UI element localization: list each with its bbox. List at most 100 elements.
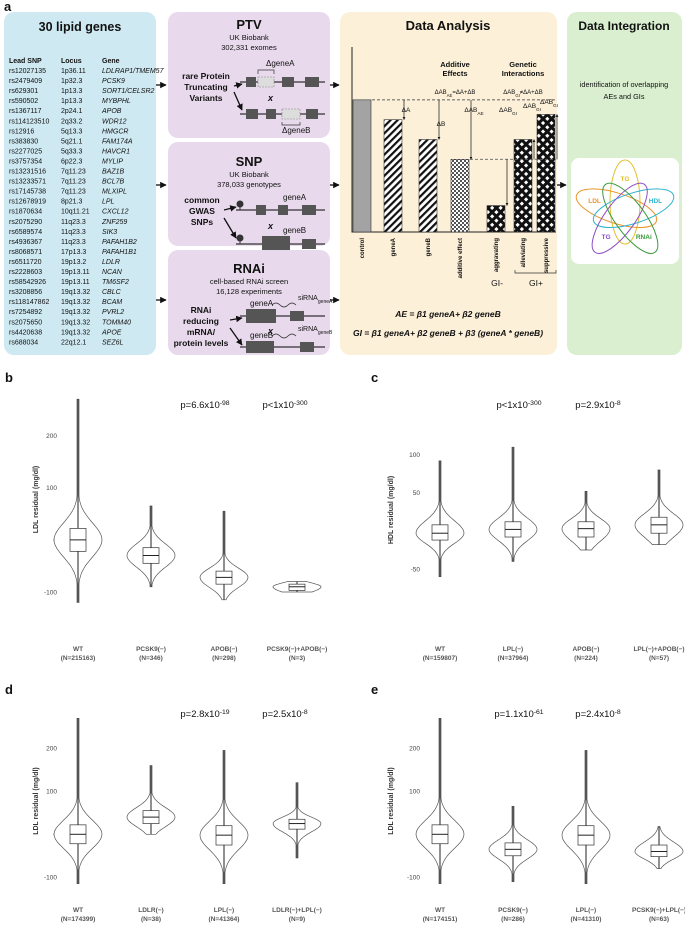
locus: 19q13.32 xyxy=(61,329,90,336)
locus: 1p13.3 xyxy=(61,98,83,105)
y-tick-label: -100 xyxy=(44,875,57,882)
gene: WDR12 xyxy=(102,118,127,125)
locus: 1p36.11 xyxy=(61,68,86,75)
p-value: p=6.6x10-98 xyxy=(180,400,229,412)
locus: 19q13.32 xyxy=(61,319,90,326)
lead-snp: rs12916 xyxy=(9,128,34,135)
locus: 7q11.23 xyxy=(61,189,86,196)
group-name: LDLR(−)+LPL(−) xyxy=(272,907,322,914)
locus: 2p24.1 xyxy=(61,108,83,115)
lead-snp: rs7254892 xyxy=(9,309,42,316)
gene: LDLRAP1/TMEM57 xyxy=(102,68,165,75)
y-tick-label: 200 xyxy=(46,746,57,753)
y-axis-label: LDL residual (mg/dl) xyxy=(388,767,395,835)
lead-snp: rs118147862 xyxy=(9,299,49,306)
y-tick-label: 100 xyxy=(46,789,57,796)
analysis-equation-main: ΔAB xyxy=(503,90,515,96)
gene: BAZ1B xyxy=(102,169,125,176)
panel-label: e xyxy=(371,682,378,697)
delta-label-sub: GI xyxy=(512,111,517,116)
y-tick-label: 200 xyxy=(46,433,57,440)
ptv-description: rare Protein xyxy=(182,71,230,81)
ptv-description: Variants xyxy=(189,93,222,103)
panel-label: b xyxy=(5,370,13,385)
snp-description: SNPs xyxy=(191,217,213,227)
bar-category: additive effect xyxy=(458,238,464,278)
venn-label: TG xyxy=(602,234,611,241)
analysis-equation: ΔABGI≠ΔA+ΔB xyxy=(503,90,542,98)
venn-set xyxy=(602,182,659,254)
cross: x xyxy=(267,326,274,336)
p-value-exp: -8 xyxy=(302,709,308,716)
p-value-main: p=2.4x10 xyxy=(575,709,614,720)
delta-label: ΔABAE xyxy=(464,107,483,116)
group-name: APOB(−) xyxy=(573,646,600,653)
lead-snp: rs3757354 xyxy=(9,158,42,165)
lead-snp: rs114123510 xyxy=(9,118,49,125)
box xyxy=(288,583,306,591)
gene-label: geneA xyxy=(283,193,307,202)
p-value-main: p<1x10 xyxy=(262,400,293,411)
gene: APOE xyxy=(101,329,122,336)
delta-label: ΔB xyxy=(437,121,446,128)
bar-category: geneB xyxy=(426,237,432,256)
analysis-equation-sub: GI xyxy=(515,93,520,98)
bar-category: suppressive xyxy=(544,237,550,273)
gene: HAVCR1 xyxy=(102,148,130,155)
bar-category: geneA xyxy=(391,237,397,256)
bar-category: alleviating xyxy=(521,238,527,268)
gene: SEZ6L xyxy=(102,339,124,346)
analysis-header: Additive xyxy=(440,60,470,69)
gene-diagrams xyxy=(223,69,325,353)
locus: 2q33.2 xyxy=(61,118,83,125)
p-value: p=2.9x10-8 xyxy=(575,400,621,412)
formula: AE = β1 geneA+ β2 geneB xyxy=(394,309,501,319)
group-n: (N=286) xyxy=(501,916,525,923)
locus: 19q13.32 xyxy=(61,299,90,306)
group-n: (N=38) xyxy=(141,916,161,923)
lead-snp: rs58542926 xyxy=(9,279,46,286)
integration-title: Data Integration xyxy=(578,19,669,33)
p-value-exp: -8 xyxy=(615,709,621,716)
gene: PAFAH1B2 xyxy=(102,239,137,246)
gene-label: geneA xyxy=(250,299,274,308)
locus: 6p22.3 xyxy=(61,158,83,165)
venn-label: LDL xyxy=(588,198,601,205)
group-name: LDLR(−) xyxy=(138,907,163,914)
locus: 11q23.3 xyxy=(61,229,86,236)
y-tick-label: 200 xyxy=(409,746,420,753)
lead-snp: rs1870634 xyxy=(9,209,42,216)
locus: 22q12.1 xyxy=(61,339,86,346)
locus: 19q13.32 xyxy=(61,309,90,316)
snp-source: UK Biobank xyxy=(229,170,269,179)
gene: SIK3 xyxy=(102,229,117,236)
gene: NCAN xyxy=(102,269,123,276)
lead-snp: rs2228603 xyxy=(9,269,42,276)
locus: 19p13.11 xyxy=(61,269,90,276)
gi-group: GI- xyxy=(491,278,503,288)
bar xyxy=(383,119,403,233)
gene: PAFAH1B1 xyxy=(102,249,137,256)
group-n: (N=37964) xyxy=(498,655,529,662)
ptv-size: 302,331 exomes xyxy=(221,43,277,52)
gene: CBLC xyxy=(102,289,122,296)
genes-header: Gene xyxy=(102,58,120,65)
p-value-exp: -300 xyxy=(528,400,542,407)
group-n: (N=57) xyxy=(649,655,669,662)
lead-snp: rs383830 xyxy=(9,138,38,145)
gi-bracket xyxy=(514,270,557,274)
delta-label: ΔA xyxy=(402,107,411,114)
group-n: (N=41364) xyxy=(209,916,240,923)
gene: MYLIP xyxy=(102,158,123,165)
rnai-description: protein levels xyxy=(174,338,229,348)
sirna-label-main: siRNA xyxy=(298,326,318,333)
group-n: (N=3) xyxy=(289,655,305,662)
y-tick-label: -100 xyxy=(44,589,57,596)
snp-title: SNP xyxy=(236,154,263,169)
group-n: (N=346) xyxy=(139,655,163,662)
p-value-main: p<1x10 xyxy=(496,400,527,411)
lead-snp: rs590502 xyxy=(9,98,38,105)
locus: 1p13.3 xyxy=(61,88,83,95)
gene: BCL7B xyxy=(102,179,125,186)
p-value-exp: -300 xyxy=(294,400,308,407)
